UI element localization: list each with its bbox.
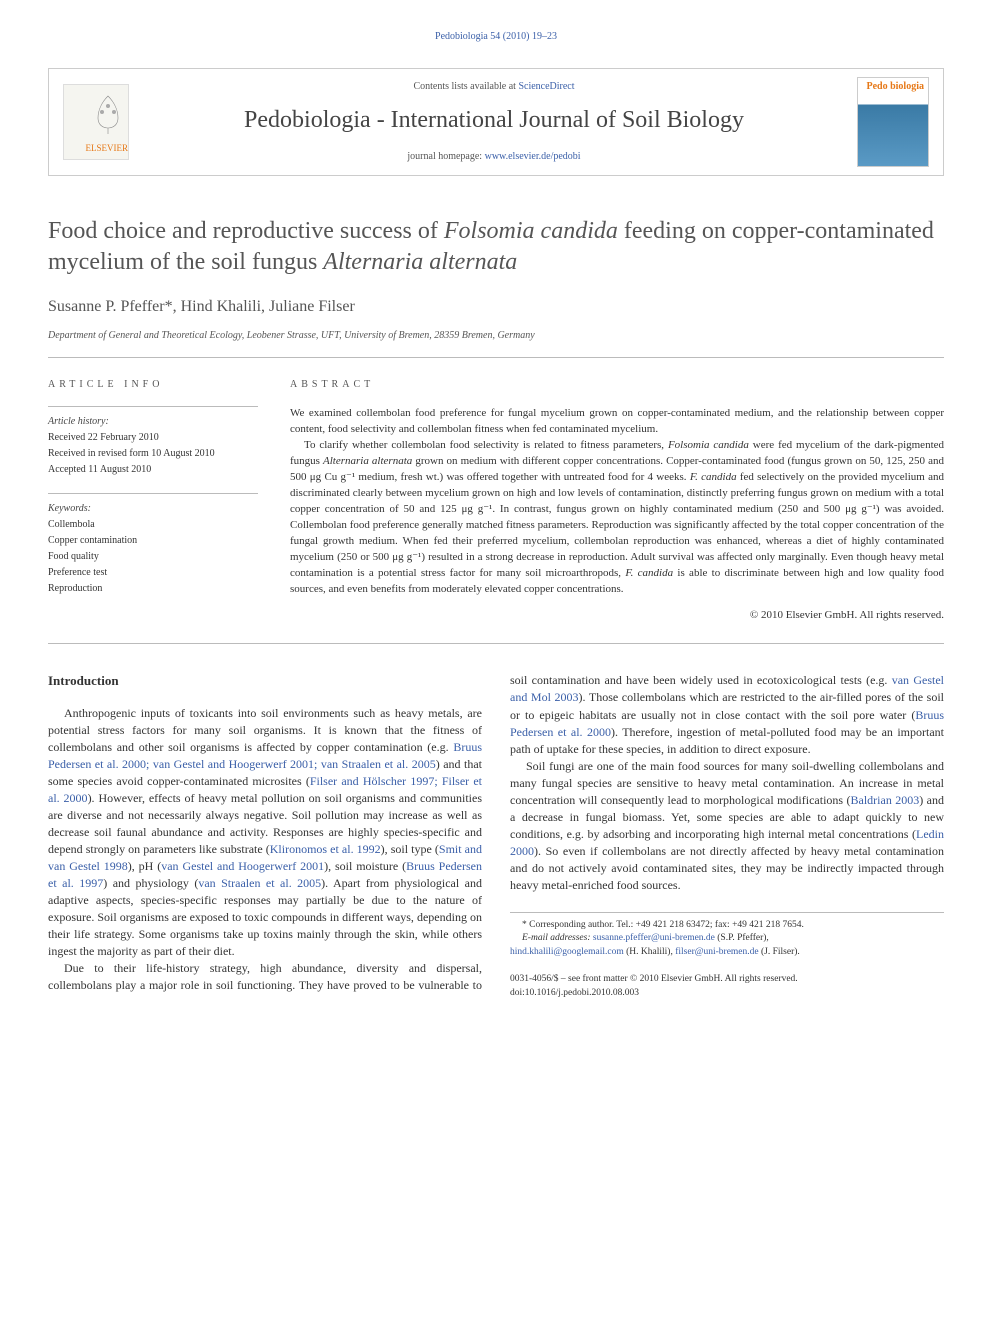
email-line: E-mail addresses: susanne.pfeffer@uni-br… <box>510 932 944 945</box>
journal-cover-thumbnail: Pedo biologia <box>857 77 929 167</box>
body-para3: Soil fungi are one of the main food sour… <box>510 758 944 894</box>
introduction-heading: Introduction <box>48 672 482 690</box>
title-part1: Food choice and reproductive success of <box>48 218 444 244</box>
revised-date: Received in revised form 10 August 2010 <box>48 447 258 461</box>
corresponding-line: * Corresponding author. Tel.: +49 421 21… <box>510 919 944 932</box>
citation-link[interactable]: van Straalen et al. 2005 <box>198 876 321 890</box>
cover-title: Pedo biologia <box>858 78 928 96</box>
contents-available-line: Contents lists available at ScienceDirec… <box>145 80 843 94</box>
citation-link[interactable]: Klironomos et al. 1992 <box>270 842 381 856</box>
doi: doi:10.1016/j.pedobi.2010.08.003 <box>510 987 944 1000</box>
abstract-copyright: © 2010 Elsevier GmbH. All rights reserve… <box>290 608 944 624</box>
received-date: Received 22 February 2010 <box>48 431 258 445</box>
journal-name: Pedobiologia - International Journal of … <box>145 104 843 138</box>
journal-homepage-line: journal homepage: www.elsevier.de/pedobi <box>145 150 843 164</box>
email-link[interactable]: filser@uni-bremen.de <box>675 947 758 957</box>
keywords-label: Keywords: <box>48 502 258 516</box>
article-info-heading: article info <box>48 378 258 392</box>
title-species2: Alternaria alternata <box>323 249 517 275</box>
elsevier-logo: ELSEVIER <box>63 84 129 160</box>
affiliation: Department of General and Theoretical Ec… <box>48 329 944 358</box>
homepage-prefix: journal homepage: <box>407 151 484 162</box>
abstract-para1: We examined collembolan food preference … <box>290 406 944 438</box>
article-info-sidebar: article info Article history: Received 2… <box>48 378 258 624</box>
keyword: Reproduction <box>48 582 258 596</box>
keyword: Food quality <box>48 550 258 564</box>
email-link[interactable]: hind.khalili@googlemail.com <box>510 947 624 957</box>
keyword: Preference test <box>48 566 258 580</box>
citation-link[interactable]: van Gestel and Hoogerwerf 2001 <box>161 859 324 873</box>
corresponding-author-footnote: * Corresponding author. Tel.: +49 421 21… <box>510 912 944 1000</box>
author-list: Susanne P. Pfeffer*, Hind Khalili, Julia… <box>48 296 944 318</box>
keyword: Collembola <box>48 518 258 532</box>
elsevier-label: ELSEVIER <box>86 142 129 155</box>
contents-prefix: Contents lists available at <box>413 81 518 92</box>
keyword: Copper contamination <box>48 534 258 548</box>
accepted-date: Accepted 11 August 2010 <box>48 463 258 477</box>
journal-masthead: ELSEVIER Contents lists available at Sci… <box>48 68 944 176</box>
body-para1: Anthropogenic inputs of toxicants into s… <box>48 705 482 960</box>
article-title: Food choice and reproductive success of … <box>48 216 944 278</box>
journal-homepage-link[interactable]: www.elsevier.de/pedobi <box>485 151 581 162</box>
article-history-block: Article history: Received 22 February 20… <box>48 406 258 477</box>
keywords-block: Keywords: Collembola Copper contaminatio… <box>48 493 258 596</box>
article-body: Introduction Anthropogenic inputs of tox… <box>48 672 944 1000</box>
abstract: abstract We examined collembolan food pr… <box>290 378 944 624</box>
running-header: Pedobiologia 54 (2010) 19–23 <box>48 30 944 44</box>
history-label: Article history: <box>48 415 258 429</box>
abstract-para2: To clarify whether collembolan food sele… <box>290 438 944 597</box>
title-species1: Folsomia candida <box>444 218 618 244</box>
email-link[interactable]: susanne.pfeffer@uni-bremen.de <box>593 933 715 943</box>
elsevier-tree-icon <box>88 85 128 142</box>
issn-copyright: 0031-4056/$ – see front matter © 2010 El… <box>510 973 944 986</box>
citation-link[interactable]: Baldrian 2003 <box>851 793 920 807</box>
abstract-heading: abstract <box>290 378 944 393</box>
sciencedirect-link[interactable]: ScienceDirect <box>518 81 574 92</box>
email-line2: hind.khalili@googlemail.com (H. Khalili)… <box>510 946 944 959</box>
